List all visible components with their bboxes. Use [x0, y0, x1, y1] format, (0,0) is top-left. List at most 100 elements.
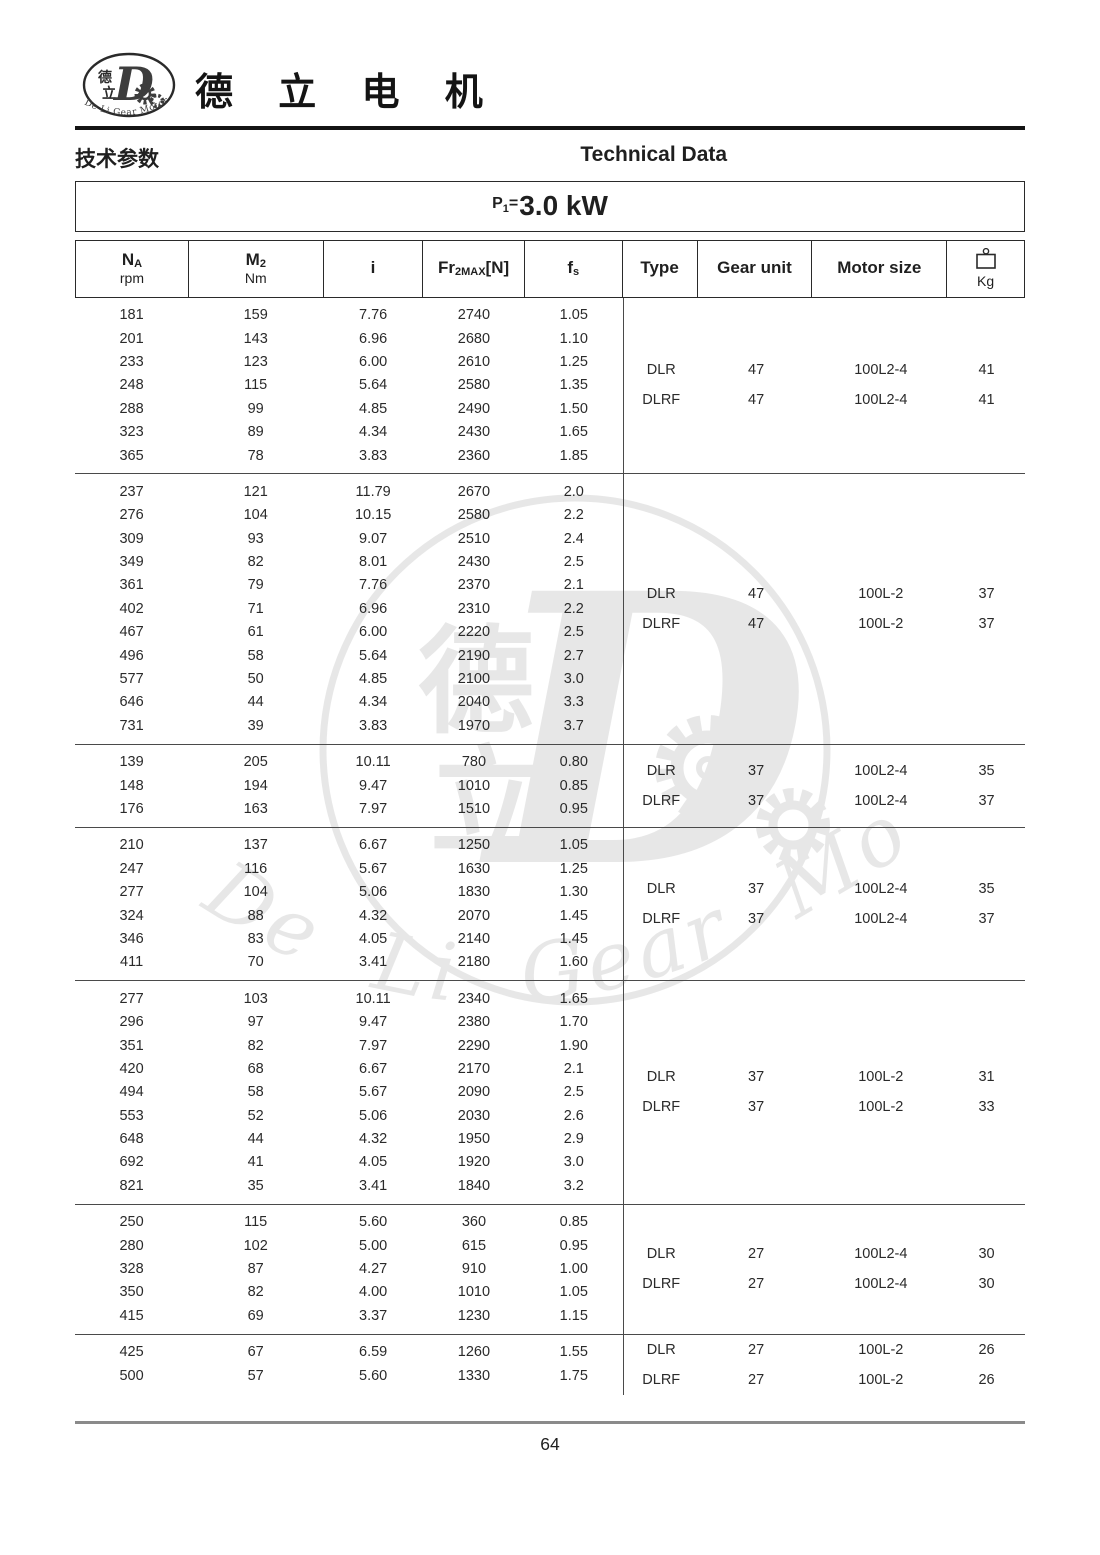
cell-m2: 82: [247, 1037, 264, 1054]
cell-fs: 3.7: [563, 717, 584, 734]
cell-fs: 1.45: [559, 907, 588, 924]
table-row: 415 69 3.37 1230 1.15: [75, 1304, 623, 1327]
cell-fr2max: 1510: [457, 801, 491, 817]
cell-na: 296: [119, 1014, 144, 1031]
cell-m2: 143: [243, 330, 268, 347]
col-header-m2: M2 Nm: [189, 240, 324, 297]
cell-na: 139: [119, 754, 144, 771]
cell-i: 5.00: [359, 1237, 388, 1254]
cell-i: 5.64: [359, 377, 388, 394]
cell-na: 415: [119, 1307, 144, 1324]
cell-m2: 69: [247, 1307, 264, 1324]
cell-fr2max: 780: [461, 754, 487, 771]
cell-fs: 0.85: [559, 1214, 588, 1231]
cell-fr2max: 1830: [457, 884, 491, 901]
table-row: 648 44 4.32 1950 2.9: [75, 1127, 623, 1150]
table-row: DLR 37 100L2-4 35: [624, 874, 1025, 904]
table-row: DLRF 37 100L2-4 37: [624, 904, 1025, 934]
speed-rows: 237 121 11.79 2670 2.0 276 104 10.15 2580 2.2 309 9…: [75, 474, 623, 743]
type-rows: DLR 27 100L2-4 30 DLRF 27 100L2-4 30: [622, 1204, 1025, 1334]
cell-fs: 1.00: [559, 1261, 588, 1278]
table-row: 309 93 9.07 2510 2.4: [75, 527, 623, 550]
cell-fs: 1.85: [559, 447, 588, 464]
cell-i: 8.01: [359, 554, 388, 571]
cell-fs: 1.35: [559, 377, 588, 394]
cell-fs: 2.5: [563, 554, 584, 571]
data-block: 425 67 6.59 1260 1.55 500 57 5.60 1330 1.75 DLR 27 1…: [75, 1334, 1025, 1395]
table-row: DLR 47 100L2-4 41: [624, 355, 1025, 385]
cell-na: 277: [119, 990, 144, 1007]
cell-m2: 67: [247, 1344, 264, 1361]
cell-i: 9.47: [359, 777, 388, 794]
cell-i: 6.96: [359, 330, 388, 347]
cell-fr2max: 2310: [457, 600, 491, 617]
cell-motor-size: 100L2-4: [854, 1276, 908, 1293]
cell-na: 277: [119, 884, 144, 901]
cell-i: 3.41: [359, 954, 388, 971]
table-body: 181 159 7.76 2740 1.05 201 143 6.96 2680 1.10 233 1…: [75, 297, 1025, 1395]
cell-kg: 33: [978, 1099, 995, 1116]
cell-type: DLR: [646, 362, 676, 379]
cell-type: DLRF: [642, 1276, 681, 1293]
cell-fs: 0.85: [559, 777, 588, 794]
data-block: 250 115 5.60 360 0.85 280 102 5.00 615 0.95 328 87 4…: [75, 1204, 1025, 1335]
cell-na: 210: [119, 837, 144, 854]
table-row: 351 82 7.97 2290 1.90: [75, 1034, 623, 1057]
brand-logo: 德 立 D De Li Gear Motor: [83, 52, 176, 118]
table-row: 201 143 6.96 2680 1.10: [75, 327, 623, 350]
cell-m2: 205: [243, 754, 268, 771]
cell-fr2max: 1250: [457, 837, 491, 854]
cell-m2: 35: [247, 1177, 264, 1194]
table-row: 821 35 3.41 1840 3.2: [75, 1174, 623, 1197]
cell-fr2max: 2030: [457, 1107, 491, 1124]
cell-fs: 2.6: [563, 1107, 584, 1124]
section-title-en: Technical Data: [580, 142, 728, 166]
cell-motor-size: 100L2-4: [854, 880, 908, 897]
cell-na: 148: [119, 777, 144, 794]
table-row: 365 78 3.83 2360 1.85: [75, 444, 623, 467]
cell-na: 346: [119, 930, 144, 947]
cell-m2: 44: [247, 1131, 264, 1148]
cell-gear-unit: 27: [748, 1371, 765, 1388]
cell-fr2max: 1630: [457, 860, 491, 877]
cell-gear-unit: 37: [748, 762, 765, 779]
col-header-motor-size: Motor size: [812, 240, 948, 297]
table-row: DLRF 27 100L2-4 30: [624, 1269, 1025, 1299]
cell-na: 237: [119, 483, 144, 500]
table-row: 247 116 5.67 1630 1.25: [75, 857, 623, 880]
cell-m2: 115: [244, 1214, 268, 1231]
cell-fr2max: 2190: [457, 647, 491, 664]
type-rows: DLR 47 100L2-4 41 DLRF 47 100L2-4 41: [622, 297, 1025, 474]
cell-fs: 2.2: [563, 507, 584, 524]
col-label: Fr: [437, 257, 455, 277]
cell-na: 350: [119, 1284, 144, 1301]
cell-m2: 57: [247, 1367, 264, 1384]
cell-na: 646: [119, 694, 144, 711]
cell-m2: 93: [247, 530, 264, 547]
cell-motor-size: 100L-2: [858, 1371, 904, 1388]
cell-i: 7.76: [359, 307, 388, 324]
table-row: DLR 37 100L-2 31: [624, 1062, 1025, 1092]
cell-na: 181: [119, 307, 144, 324]
cell-m2: 50: [247, 671, 264, 688]
cell-fs: 3.0: [563, 1154, 584, 1171]
cell-type: DLR: [646, 1069, 676, 1086]
cell-m2: 104: [243, 884, 268, 901]
table-row: 402 71 6.96 2310 2.2: [75, 597, 623, 620]
col-header-i-label: i: [370, 258, 376, 278]
cell-motor-size: 100L-2: [858, 1069, 904, 1086]
speed-rows: 277 103 10.11 2340 1.65 296 97 9.47 2380 1.70 351 8…: [75, 981, 623, 1204]
cell-m2: 194: [243, 777, 268, 794]
cell-gear-unit: 27: [748, 1276, 765, 1293]
cell-motor-size: 100L2-4: [854, 910, 908, 927]
cell-na: 233: [119, 353, 144, 370]
cell-motor-size: 100L2-4: [854, 362, 908, 379]
col-header-i: i: [324, 240, 424, 297]
type-rows: DLR 27 100L-2 26 DLRF 27 100L-2 26: [622, 1334, 1025, 1395]
cell-na: 201: [119, 330, 144, 347]
cell-i: 9.47: [359, 1014, 388, 1031]
cell-i: 11.79: [355, 483, 391, 500]
cell-m2: 68: [247, 1060, 264, 1077]
cell-gear-unit: 37: [748, 1069, 765, 1086]
cell-fr2max: 1010: [457, 1284, 491, 1301]
